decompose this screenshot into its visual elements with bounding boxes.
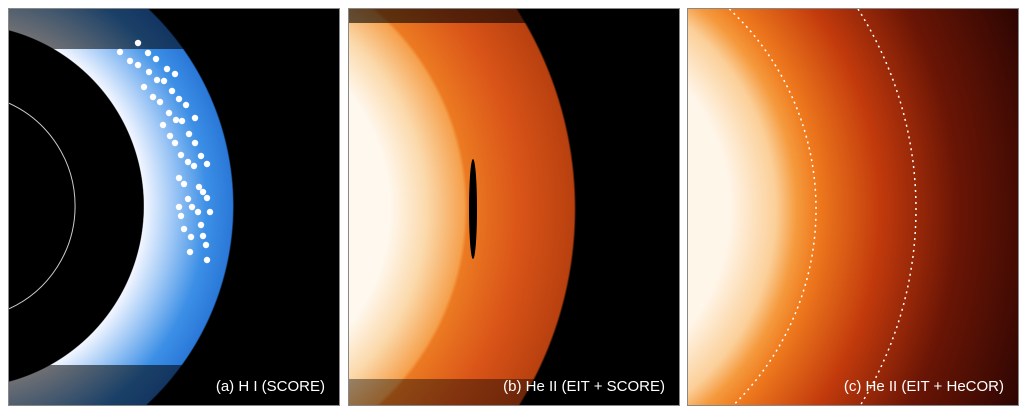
measurement-dot [165, 109, 173, 117]
measurement-dot [184, 158, 192, 166]
measurement-dot [166, 132, 174, 140]
measurement-dot [188, 203, 196, 211]
measurement-dot [163, 65, 171, 73]
measurement-dot [187, 233, 195, 241]
measurement-dot [197, 152, 205, 160]
measurement-dot [175, 95, 183, 103]
measurement-dot [159, 121, 167, 129]
panel-label: (a) H I (SCORE) [215, 378, 325, 395]
measurement-dot [134, 39, 142, 47]
measurement-dot [184, 195, 192, 203]
measurement-dot [153, 76, 161, 84]
measurement-dot [177, 212, 185, 220]
measurement-dot [199, 188, 207, 196]
measurement-dot [116, 48, 124, 56]
measurement-dot [140, 83, 148, 91]
corona-disk [349, 9, 679, 405]
measurement-dot [191, 114, 199, 122]
heii-image [349, 9, 679, 405]
measurement-dot [203, 160, 211, 168]
measurement-dot [144, 49, 152, 57]
panel-label: (c) He II (EIT + HeCOR) [843, 378, 1004, 395]
measurement-dot [160, 77, 168, 85]
measurement-dot [203, 256, 211, 264]
measurement-dot [175, 174, 183, 182]
dark-gap [469, 159, 477, 259]
solar-limb-circle [9, 102, 76, 310]
panel-label: (b) He II (EIT + SCORE) [503, 378, 665, 395]
panel-c-heii-eit-hecor: (c) He II (EIT + HeCOR) [687, 8, 1019, 406]
measurement-dot [177, 151, 185, 159]
measurement-dot [185, 130, 193, 138]
measurement-dot [145, 68, 153, 76]
measurement-dot [186, 248, 194, 256]
measurement-dot [195, 183, 203, 191]
corona-image [688, 9, 1018, 405]
measurement-dot [190, 162, 198, 170]
measurement-dot [199, 232, 207, 240]
measurement-dot [152, 55, 160, 63]
measurement-dot [202, 241, 210, 249]
measurement-dot [149, 93, 157, 101]
measurement-dot [171, 70, 179, 78]
measurement-points [116, 39, 214, 264]
panel-a-hi-score: (a) H I (SCORE) [8, 8, 340, 406]
measurement-dot [178, 117, 186, 125]
panel-b-heii-eit-score: (b) He II (EIT + SCORE) [348, 8, 680, 406]
measurement-dot [206, 208, 214, 216]
measurement-dot [168, 87, 176, 95]
measurement-dot [180, 225, 188, 233]
measurement-dot [194, 208, 202, 216]
measurement-dot [175, 203, 183, 211]
measurement-dot [126, 57, 134, 65]
measurement-dot [203, 194, 211, 202]
heii-image [688, 9, 1018, 405]
measurement-dot [180, 180, 188, 188]
measurement-dot [171, 139, 179, 147]
hi-image [9, 9, 339, 405]
measurement-dot [182, 101, 190, 109]
measurement-dot [156, 98, 164, 106]
corona-annulus [9, 9, 339, 405]
measurement-dot [134, 61, 142, 69]
measurement-dot [172, 116, 180, 124]
measurement-dot [197, 221, 205, 229]
measurement-dot [191, 139, 199, 147]
